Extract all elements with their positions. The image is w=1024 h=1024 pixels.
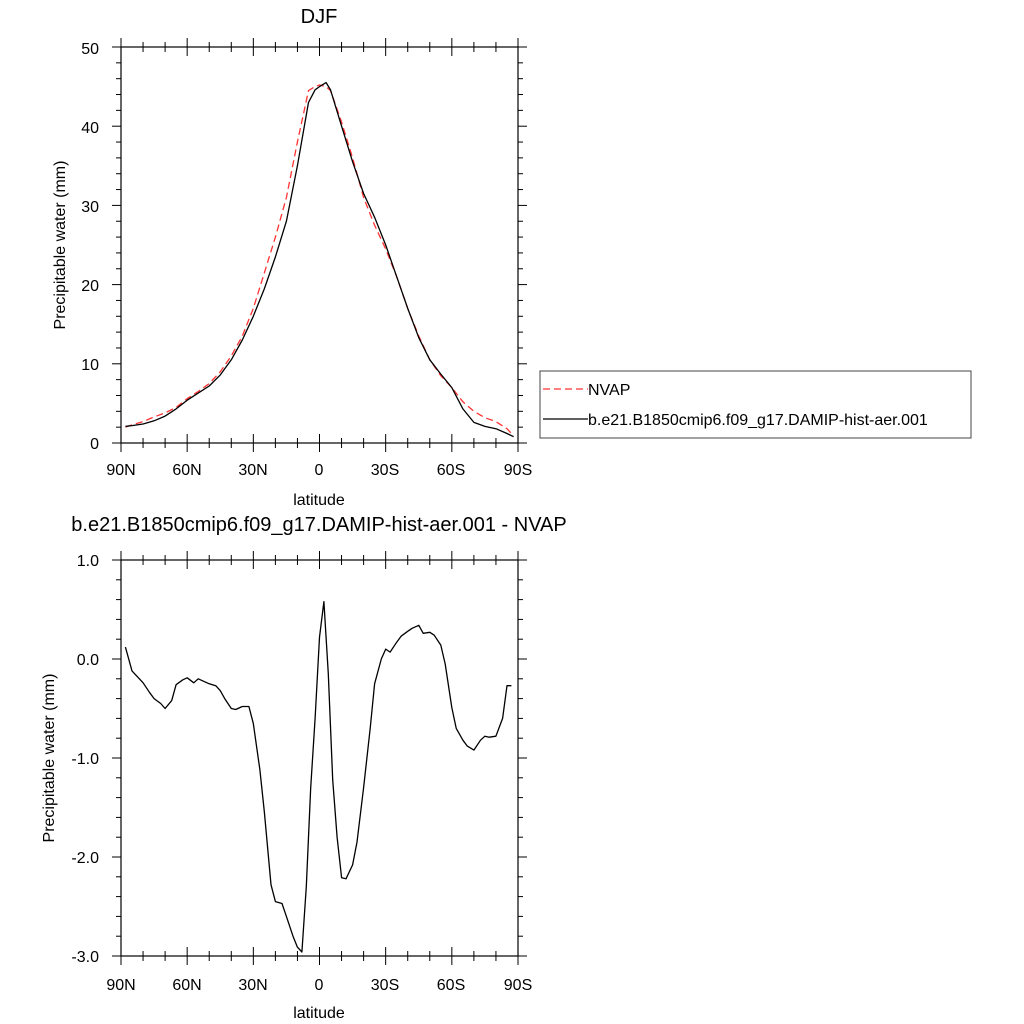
bottom-x-tick-label: 60N — [172, 977, 201, 994]
top-y-tick-label: 30 — [81, 199, 99, 216]
bottom-series-line-difference — [124, 600, 512, 953]
bottom-y-tick-label: 1.0 — [77, 553, 99, 570]
bottom-chart-title: b.e21.B1850cmip6.f09_g17.DAMIP-hist-aer.… — [71, 514, 566, 536]
top-y-tick-label: 50 — [81, 41, 99, 58]
top-legend: NVAP b.e21.B1850cmip6.f09_g17.DAMIP-hist… — [539, 370, 972, 439]
top-x-tick-label: 30N — [238, 462, 267, 479]
bottom-axis-ticks — [112, 551, 527, 965]
top-x-tick-label: 60S — [437, 462, 465, 479]
top-y-tick-label: 10 — [81, 357, 99, 374]
bottom-x-tick-label: 90S — [504, 977, 532, 994]
top-chart-title: DJF — [301, 6, 338, 28]
bottom-y-tick-labels: -3.0 -2.0 -1.0 0.0 1.0 — [71, 553, 99, 966]
top-axis-ticks — [112, 38, 527, 452]
top-series-line-b-e21-b1850cmip6-f09-g17-damip-hist-aer-001 — [125, 81, 514, 438]
bottom-x-tick-label: 30N — [238, 977, 267, 994]
legend-label-nvap: NVAP — [588, 382, 630, 399]
bottom-x-tick-label: 60S — [437, 977, 465, 994]
bottom-x-axis-label: latitude — [293, 1005, 345, 1022]
top-series-line-nvap — [125, 84, 515, 437]
top-x-tick-label: 0 — [315, 462, 324, 479]
top-plot-frame — [120, 46, 519, 444]
top-y-tick-label: 20 — [81, 278, 99, 295]
top-y-tick-label: 40 — [81, 120, 99, 137]
top-x-axis-label: latitude — [293, 492, 345, 509]
bottom-chart-panel: b.e21.B1850cmip6.f09_g17.DAMIP-hist-aer.… — [41, 514, 567, 1022]
bottom-y-axis-label: Precipitable water (mm) — [41, 674, 58, 843]
bottom-series-group — [124, 600, 512, 953]
bottom-y-tick-label: -2.0 — [71, 850, 99, 867]
top-x-tick-label: 90N — [106, 462, 135, 479]
bottom-y-tick-label: -1.0 — [71, 751, 99, 768]
top-y-axis-label: Precipitable water (mm) — [52, 161, 69, 330]
top-x-tick-label: 90S — [504, 462, 532, 479]
bottom-y-tick-label: -3.0 — [71, 949, 99, 966]
bottom-plot-frame — [120, 559, 519, 957]
top-chart-panel: DJF 90N 60N 30N 0 30S 60S 90S 0 10 20 30… — [52, 6, 972, 509]
legend-label-model: b.e21.B1850cmip6.f09_g17.DAMIP-hist-aer.… — [588, 412, 928, 429]
top-y-tick-labels: 0 10 20 30 40 50 — [81, 41, 99, 453]
top-x-tick-labels: 90N 60N 30N 0 30S 60S 90S — [106, 462, 532, 479]
bottom-x-tick-label: 90N — [106, 977, 135, 994]
top-y-tick-label: 0 — [90, 436, 99, 453]
bottom-x-tick-labels: 90N 60N 30N 0 30S 60S 90S — [106, 977, 532, 994]
bottom-x-tick-label: 0 — [315, 977, 324, 994]
bottom-y-tick-label: 0.0 — [77, 652, 99, 669]
top-x-tick-label: 60N — [172, 462, 201, 479]
top-series-group — [125, 81, 515, 438]
legend-box — [539, 370, 972, 439]
bottom-x-tick-label: 30S — [371, 977, 399, 994]
top-x-tick-label: 30S — [371, 462, 399, 479]
